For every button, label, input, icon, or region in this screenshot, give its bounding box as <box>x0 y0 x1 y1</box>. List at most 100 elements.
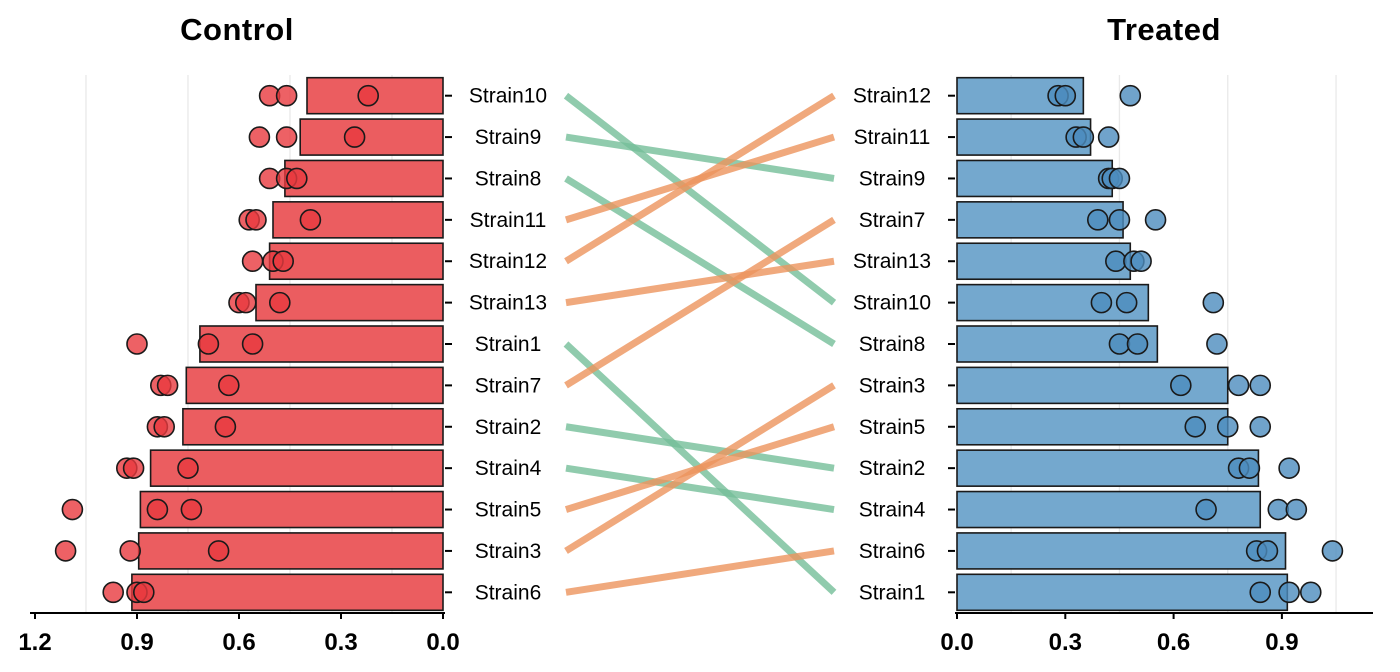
control-dot-Strain1 <box>241 333 264 355</box>
control-bar-Strain8 <box>284 159 444 198</box>
control-strain-label-Strain4: Strain4 <box>475 457 542 480</box>
treated-strain-label-Strain2: Strain2 <box>859 457 926 480</box>
treated-dot-Strain12 <box>1119 84 1142 107</box>
control-bar-Strain5 <box>139 490 444 529</box>
control-axis-tick-label: 0.9 <box>120 629 153 656</box>
treated-row-ticks <box>948 94 955 594</box>
treated-dot-Strain5 <box>1216 415 1239 438</box>
control-dot-Strain1 <box>126 333 148 355</box>
treated-dots <box>1047 84 1344 604</box>
control-strain-label-Strain13: Strain13 <box>469 292 547 315</box>
link-Strain13-up <box>565 257 835 307</box>
treated-strain-label-Strain3: Strain3 <box>859 374 926 397</box>
control-bar-Strain11 <box>272 201 444 239</box>
treated-dot-Strain7 <box>1086 209 1109 231</box>
treated-dot-Strain12 <box>1054 84 1077 107</box>
treated-strain-label-Strain12: Strain12 <box>853 85 931 108</box>
control-bar-Strain6 <box>131 573 444 612</box>
link-Strain2-down <box>565 423 835 472</box>
treated-strain-label-Strain9: Strain9 <box>859 167 926 190</box>
treated-panel-title: Treated <box>1107 12 1221 47</box>
control-dot-Strain12 <box>272 250 295 273</box>
treated-bar-Strain6 <box>956 532 1287 570</box>
control-dot-Strain7 <box>218 374 240 397</box>
treated-dot-Strain13 <box>1105 250 1127 273</box>
treated-dot-Strain4 <box>1267 498 1290 521</box>
treated-dot-Strain2 <box>1278 457 1300 479</box>
control-strain-labels: Strain10 Strain9 Strain8 Strain11 Strain12 St… <box>469 85 547 605</box>
control-dot-Strain5 <box>180 498 203 521</box>
control-strain-label-Strain9: Strain9 <box>475 126 542 149</box>
control-dot-Strain10 <box>357 84 380 107</box>
control-bars <box>131 76 444 612</box>
control-dot-Strain7 <box>156 374 179 397</box>
control-axis-tick-label: 0.6 <box>222 629 255 656</box>
treated-dot-Strain3 <box>1170 374 1192 397</box>
treated-dot-Strain2 <box>1238 457 1261 479</box>
treated-bar-Strain5 <box>956 407 1229 446</box>
control-dot-Strain5 <box>146 498 169 521</box>
link-Strain10-down <box>563 92 837 306</box>
treated-dot-Strain13 <box>1130 250 1152 273</box>
treated-dot-Strain5 <box>1249 415 1272 438</box>
control-bar-Strain3 <box>137 532 444 570</box>
control-axis-tick-label: 0.0 <box>426 629 459 656</box>
control-x-axis: 1.2 0.9 0.6 0.3 0.0 <box>18 612 460 656</box>
control-dot-Strain2 <box>214 415 237 438</box>
treated-bar-Strain2 <box>956 449 1260 487</box>
link-Strain7-up <box>564 216 836 389</box>
treated-dot-Strain1 <box>1299 581 1322 604</box>
link-Strain9-down <box>565 133 835 182</box>
treated-dot-Strain10 <box>1090 291 1113 314</box>
control-dot-Strain11 <box>245 209 267 231</box>
treated-strain-label-Strain4: Strain4 <box>859 499 926 522</box>
control-strain-label-Strain1: Strain1 <box>475 333 542 356</box>
treated-strain-label-Strain8: Strain8 <box>859 333 926 356</box>
control-dot-Strain1 <box>197 333 220 355</box>
treated-dot-Strain11 <box>1097 126 1120 148</box>
control-bar-Strain4 <box>149 449 444 487</box>
control-strain-label-Strain11: Strain11 <box>470 209 547 232</box>
control-dot-Strain4 <box>177 457 199 479</box>
treated-strain-label-Strain5: Strain5 <box>859 416 926 439</box>
control-strain-label-Strain7: Strain7 <box>475 374 542 397</box>
treated-strain-labels: Strain12 Strain11 Strain9 Strain7 Strain13 St… <box>853 85 931 605</box>
control-dot-Strain6 <box>102 581 124 604</box>
treated-x-axis: 0.0 0.3 0.6 0.9 <box>940 612 1373 656</box>
control-strain-label-Strain8: Strain8 <box>475 167 542 190</box>
link-Strain12-up <box>564 92 836 265</box>
treated-dot-Strain1 <box>1278 581 1300 604</box>
control-dot-Strain5 <box>61 498 84 521</box>
treated-axis-tick-label: 0.6 <box>1157 629 1190 656</box>
control-dot-Strain11 <box>299 209 322 231</box>
treated-dot-Strain5 <box>1184 415 1207 438</box>
link-Strain3-up <box>564 382 836 554</box>
link-Strain4-down <box>565 464 835 513</box>
treated-strain-label-Strain1: Strain1 <box>859 581 926 604</box>
control-dot-Strain9 <box>275 126 298 148</box>
treated-bar-Strain11 <box>956 118 1092 156</box>
treated-dot-Strain8 <box>1206 333 1228 355</box>
control-dot-Strain6 <box>133 581 155 604</box>
treated-bar-Strain1 <box>956 573 1289 612</box>
treated-dot-Strain10 <box>1115 291 1138 314</box>
treated-strain-label-Strain11: Strain11 <box>854 126 931 149</box>
control-row-ticks <box>445 94 452 594</box>
control-dot-Strain3 <box>119 540 141 562</box>
control-dot-Strain4 <box>122 457 145 479</box>
control-dot-Strain13 <box>235 291 257 314</box>
control-bar-Strain1 <box>199 325 444 363</box>
control-dots <box>54 84 380 604</box>
treated-bar-Strain9 <box>956 159 1114 198</box>
link-Strain6-up <box>565 547 835 596</box>
control-dot-Strain13 <box>268 291 291 314</box>
control-strain-label-Strain2: Strain2 <box>475 416 542 439</box>
treated-bars <box>956 76 1289 612</box>
control-dot-Strain12 <box>241 250 264 273</box>
treated-axis-tick-label: 0.0 <box>940 629 973 656</box>
treated-dot-Strain7 <box>1144 209 1167 231</box>
treated-dot-Strain3 <box>1249 374 1272 397</box>
treated-strain-label-Strain10: Strain10 <box>853 292 931 315</box>
treated-dot-Strain9 <box>1108 167 1131 190</box>
control-dot-Strain3 <box>207 540 230 562</box>
